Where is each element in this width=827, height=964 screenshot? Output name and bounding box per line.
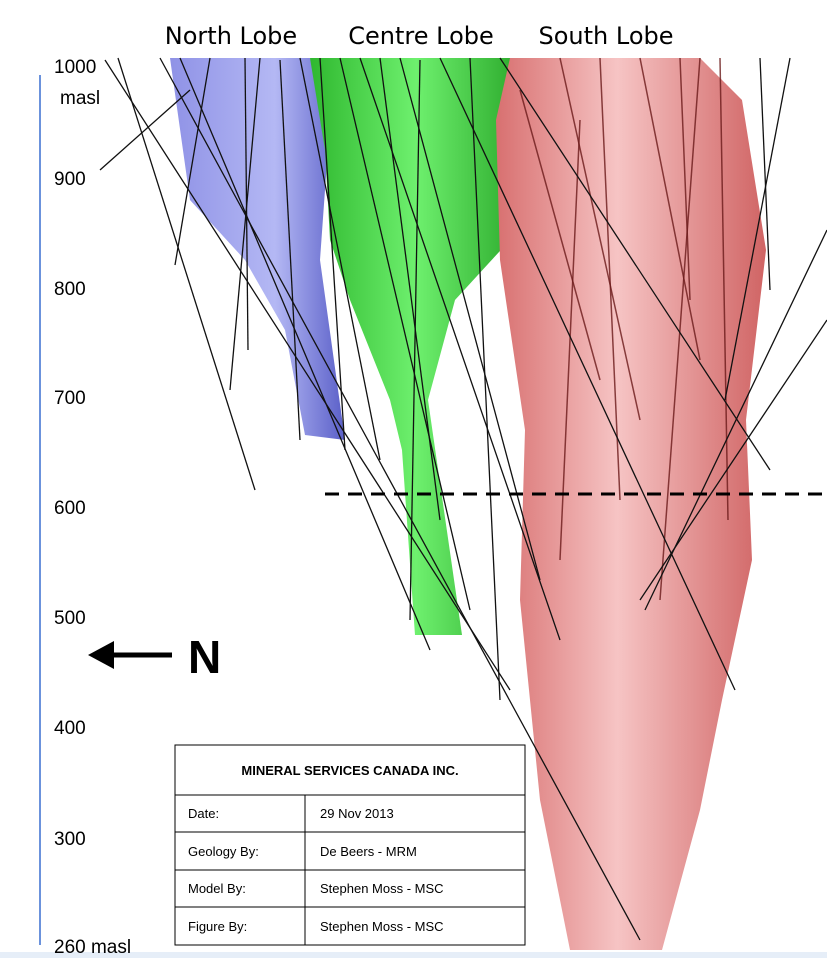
lobe-label: North Lobe xyxy=(165,22,297,50)
title-block-title: MINERAL SERVICES CANADA INC. xyxy=(241,763,458,778)
lobe-label: Centre Lobe xyxy=(348,22,494,50)
field-value: De Beers - MRM xyxy=(320,844,417,859)
field-value: Stephen Moss - MSC xyxy=(320,919,444,934)
field-label: Model By: xyxy=(188,881,246,896)
title-block: MINERAL SERVICES CANADA INC. Date: 29 No… xyxy=(175,745,525,945)
north-label: N xyxy=(188,631,221,683)
elevation-label: masl xyxy=(60,88,100,109)
field-label: Date: xyxy=(188,806,219,821)
elevation-label: 1000 xyxy=(54,57,96,78)
elevation-label: 260 masl xyxy=(54,937,131,958)
elevation-label: 900 xyxy=(54,169,86,190)
elevation-label: 400 xyxy=(54,718,86,739)
field-value: 29 Nov 2013 xyxy=(320,806,394,821)
elevation-label: 800 xyxy=(54,279,86,300)
lobe-label: South Lobe xyxy=(538,22,673,50)
elevation-label: 500 xyxy=(54,608,86,629)
field-label: Geology By: xyxy=(188,844,259,859)
field-label: Figure By: xyxy=(188,919,247,934)
figure: North Lobe Centre Lobe South Lobe 1000 m… xyxy=(0,0,827,964)
elevation-label: 300 xyxy=(54,829,86,850)
elevation-label: 700 xyxy=(54,388,86,409)
elevation-label: 600 xyxy=(54,498,86,519)
field-value: Stephen Moss - MSC xyxy=(320,881,444,896)
